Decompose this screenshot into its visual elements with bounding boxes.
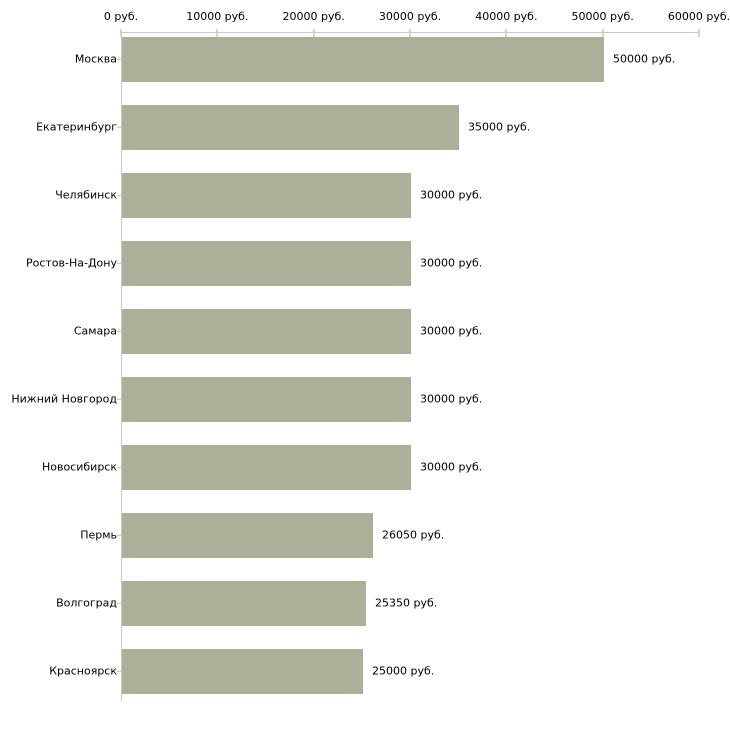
category-label: Красноярск: [49, 664, 117, 678]
value-label: 25000 руб.: [372, 664, 435, 678]
category-tick: [117, 127, 121, 128]
bar-6: [122, 377, 411, 422]
x-axis-tick-label: 20000 руб.: [282, 10, 345, 23]
category-tick: [117, 195, 121, 196]
bar-1: [122, 37, 604, 82]
category-tick: [117, 59, 121, 60]
category-label: Екатеринбург: [36, 120, 117, 134]
x-axis-tick-label: 30000 руб.: [378, 10, 442, 23]
x-axis-tick-label: 40000 руб.: [475, 10, 538, 23]
x-axis-tick: [505, 29, 508, 37]
category-tick: [117, 535, 121, 536]
category-tick: [117, 399, 121, 400]
bar-5: [122, 309, 411, 354]
category-label: Новосибирск: [41, 460, 117, 474]
value-label: 50000 руб.: [613, 52, 676, 66]
x-axis-tick-label: 60000 руб.: [667, 10, 730, 23]
value-label: 30000 руб.: [420, 460, 483, 474]
x-axis-line: [121, 32, 700, 33]
bar-7: [122, 445, 411, 490]
value-label: 30000 руб.: [420, 324, 483, 338]
category-tick: [117, 331, 121, 332]
x-axis-tick-label: 50000 руб.: [571, 10, 634, 23]
bar-2: [122, 105, 459, 150]
x-axis-tick-label: 0 руб.: [103, 10, 139, 23]
x-axis-tick: [601, 29, 604, 37]
value-label: 30000 руб.: [420, 188, 483, 202]
category-tick: [117, 263, 121, 264]
bar-8: [122, 513, 373, 558]
value-label: 30000 руб.: [420, 256, 483, 270]
x-axis-tick: [698, 29, 700, 37]
x-axis-tick-label: 10000 руб.: [186, 10, 249, 23]
x-axis-tick: [312, 29, 315, 37]
bar-3: [122, 173, 411, 218]
category-tick: [117, 467, 121, 468]
category-label: Ростов-На-Дону: [25, 256, 117, 270]
category-tick: [117, 671, 121, 672]
value-label: 35000 руб.: [468, 120, 531, 134]
x-axis-tick: [409, 29, 411, 37]
value-label: 25350 руб.: [375, 596, 438, 610]
category-label: Самара: [73, 324, 117, 338]
category-label: Пермь: [80, 528, 117, 542]
category-label: Нижний Новгород: [11, 392, 117, 406]
value-label: 30000 руб.: [420, 392, 483, 406]
category-label: Москва: [74, 52, 117, 66]
bar-9: [122, 581, 366, 626]
bar-4: [122, 241, 411, 286]
y-axis-line: [121, 32, 122, 701]
bar-10: [122, 649, 363, 694]
value-label: 26050 руб.: [382, 528, 445, 542]
x-axis-tick: [216, 29, 219, 37]
category-label: Волгоград: [56, 596, 117, 610]
category-label: Челябинск: [55, 188, 117, 202]
category-tick: [117, 603, 121, 604]
